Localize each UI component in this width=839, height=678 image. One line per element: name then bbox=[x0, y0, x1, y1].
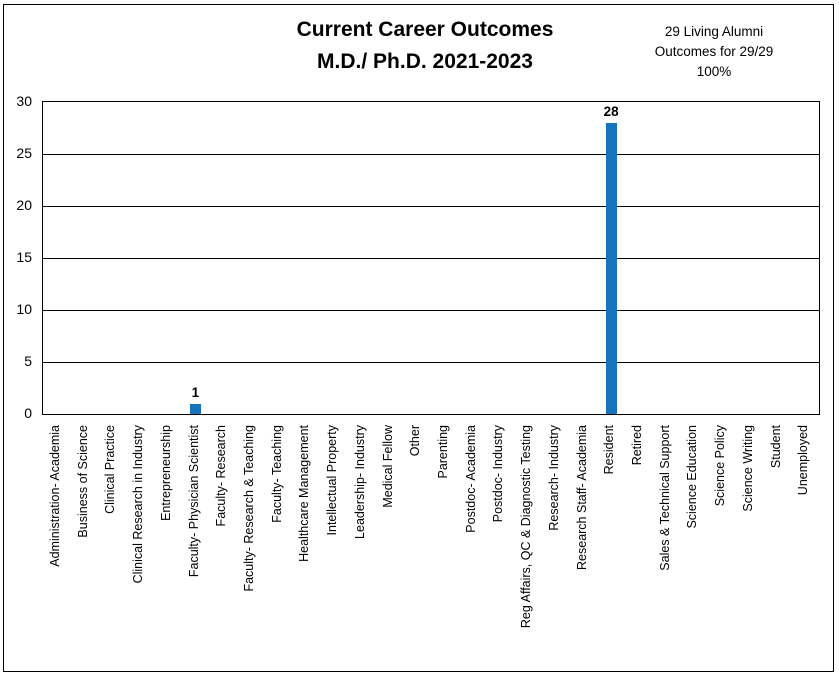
x-category-label: Faculty- Physician Scientist bbox=[186, 425, 201, 578]
bar bbox=[189, 403, 201, 414]
y-tick-label: 15 bbox=[16, 249, 32, 265]
x-category-label: Retired bbox=[630, 425, 644, 466]
x-category-label: Parenting bbox=[436, 425, 450, 479]
y-tick-label: 30 bbox=[16, 93, 32, 109]
x-category-label: Science Education bbox=[685, 425, 700, 529]
chart-title-line1: Current Career Outcomes bbox=[296, 18, 554, 41]
x-category-label: Leadership- Industry bbox=[352, 425, 367, 539]
bar-value-label: 28 bbox=[603, 103, 619, 119]
x-category-label: Student bbox=[768, 425, 783, 469]
x-category-label: Unemployed bbox=[796, 425, 811, 496]
annotation-line2: Outcomes for 29/29 bbox=[654, 44, 774, 59]
y-tick-label: 20 bbox=[16, 197, 32, 213]
gridline bbox=[43, 154, 819, 155]
x-category-label: Sales & Technical Support bbox=[657, 425, 672, 571]
x-category-label: Medical Fellow bbox=[380, 425, 395, 508]
x-category-label: Intellectual Property bbox=[325, 425, 340, 536]
gridline bbox=[43, 206, 819, 207]
x-category-label: Faculty- Teaching bbox=[269, 425, 284, 523]
chart-title-line2: M.D./ Ph.D. 2021-2023 bbox=[317, 50, 533, 73]
annotation-line3: 100% bbox=[696, 64, 732, 79]
annotation-line1: 29 Living Alumni bbox=[664, 24, 764, 39]
x-category-label: Science Writing bbox=[740, 425, 755, 512]
x-category-label: Healthcare Management bbox=[297, 425, 312, 562]
x-category-label: Resident bbox=[602, 425, 617, 475]
x-category-label: Science Policy bbox=[713, 425, 728, 507]
x-category-label: Reg Affairs, QC & Diagnostic Testing bbox=[519, 425, 534, 629]
x-category-label: Research Staff- Academia bbox=[574, 425, 589, 570]
alumni-annotation: 29 Living Alumni Outcomes for 29/29 100% bbox=[630, 22, 798, 82]
x-category-label: Clinical Practice bbox=[103, 425, 118, 514]
gridline bbox=[43, 310, 819, 311]
y-tick-label: 25 bbox=[16, 145, 32, 161]
y-tick-label: 0 bbox=[24, 405, 32, 421]
x-category-label: Postdoc- Industry bbox=[491, 425, 506, 523]
y-tick-label: 10 bbox=[16, 301, 32, 317]
bar-value-label: 1 bbox=[191, 384, 200, 400]
x-category-label: Entrepreneurship bbox=[158, 425, 173, 521]
gridline bbox=[43, 362, 819, 363]
gridline bbox=[43, 258, 819, 259]
plot-area: 1 28 bbox=[42, 101, 820, 415]
y-tick-label: 5 bbox=[24, 353, 32, 369]
bar bbox=[605, 122, 617, 414]
x-category-label: Postdoc- Academia bbox=[463, 425, 478, 533]
x-category-label: Faculty- Research & Teaching bbox=[242, 425, 256, 592]
x-category-label: Research- Industry bbox=[546, 425, 561, 531]
x-category-label: Business of Science bbox=[75, 425, 90, 538]
x-category-label: Administration- Academia bbox=[48, 425, 62, 567]
x-category-label: Clinical Research in Industry bbox=[131, 425, 146, 584]
x-category-label: Other bbox=[408, 425, 423, 457]
chart-title: Current Career Outcomes M.D./ Ph.D. 2021… bbox=[240, 14, 610, 78]
x-category-label: Faculty- Research bbox=[214, 425, 229, 527]
